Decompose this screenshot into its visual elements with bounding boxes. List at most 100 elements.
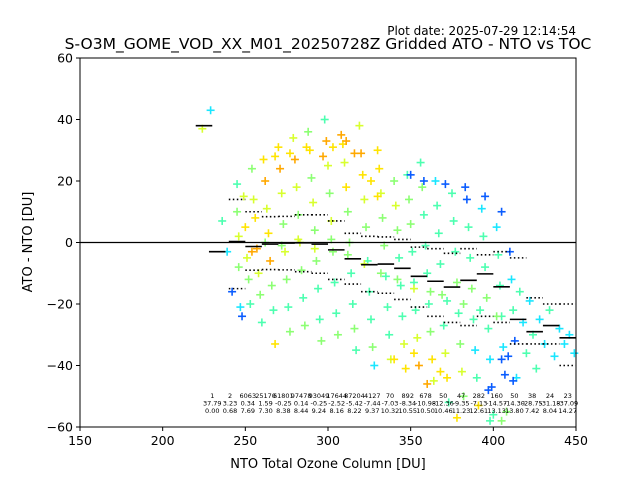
data-point (266, 256, 275, 265)
bin-stat-label: 10.32 (381, 407, 400, 415)
data-point (560, 339, 569, 348)
data-point (390, 177, 399, 185)
bin-stat-label: -31.18 (539, 399, 560, 407)
data-point (261, 177, 270, 185)
data-point (509, 376, 518, 385)
data-point (228, 287, 237, 296)
data-point (398, 312, 407, 321)
data-point (292, 183, 301, 192)
bin-stat-label: 8.22 (347, 407, 361, 415)
x-tick-label: 250 (233, 433, 257, 448)
data-point (355, 121, 364, 130)
data-point (337, 130, 346, 139)
bin-stat-label: 13.13 (487, 407, 506, 415)
data-point (343, 207, 352, 216)
bin-stat-label: 24 (546, 392, 554, 400)
data-point (332, 309, 341, 318)
data-point (366, 315, 375, 324)
bin-stat-label: 8.04 (543, 407, 557, 415)
data-point (376, 269, 385, 278)
data-point (309, 198, 318, 207)
bin-stat-label: 0.14 (294, 399, 308, 407)
data-point (489, 410, 498, 419)
data-point (342, 137, 351, 146)
data-point (424, 300, 433, 308)
data-point (274, 143, 283, 152)
data-point (319, 152, 328, 161)
data-point (269, 306, 278, 315)
data-point (481, 192, 490, 201)
data-point (479, 232, 488, 241)
data-point (322, 137, 331, 146)
data-point (285, 327, 294, 336)
x-axis-label: NTO Total Ozone Column [DU] (230, 457, 426, 472)
data-point (502, 407, 511, 416)
data-point (310, 244, 319, 253)
data-point (246, 300, 255, 308)
bin-statistics (195, 124, 576, 367)
bin-stat-label: 8.16 (329, 407, 343, 415)
bin-stat-label: -7.13 (470, 399, 487, 407)
bin-stat-label: -8.34 (399, 399, 416, 407)
data-point (408, 247, 417, 256)
data-point (477, 204, 486, 213)
data-point (461, 183, 470, 192)
data-point (297, 266, 306, 275)
data-point (390, 355, 399, 364)
bin-stat-label: 160 (490, 392, 502, 400)
y-tick-label: −60 (47, 420, 73, 435)
data-point (448, 189, 456, 198)
bin-stat-label: -12.36 (433, 399, 454, 407)
data-point (476, 306, 485, 315)
data-point (271, 339, 280, 348)
data-point (328, 247, 337, 256)
data-point (466, 253, 475, 262)
data-point (492, 223, 501, 232)
data-point (373, 192, 382, 201)
bin-stat-label: 8.44 (294, 407, 308, 415)
data-point (358, 170, 367, 179)
bin-stat-label: 61801 (273, 392, 294, 400)
y-tick-label: −40 (47, 358, 73, 373)
data-point (320, 115, 329, 124)
bin-stat-label: 0.00 (205, 407, 219, 415)
data-point (431, 177, 440, 185)
data-point (469, 315, 478, 324)
data-point (406, 220, 415, 229)
data-point (352, 346, 361, 355)
bin-stat-label: 1.59 (258, 399, 272, 407)
data-point (242, 253, 251, 262)
data-point (257, 318, 266, 327)
data-point (456, 339, 465, 348)
bin-stat-label: 7.69 (241, 407, 255, 415)
data-point (328, 143, 337, 152)
data-point (347, 269, 356, 278)
data-point (472, 373, 481, 382)
bin-stat-label: 12.61 (470, 407, 489, 415)
data-point (459, 300, 468, 308)
data-point (418, 183, 427, 192)
data-point (247, 247, 256, 256)
data-point (366, 177, 375, 185)
bin-stat-label: -37.09 (557, 399, 578, 407)
data-point (484, 386, 493, 395)
data-point (312, 256, 321, 265)
data-point (405, 195, 414, 204)
bin-stat-label: 9.24 (312, 407, 326, 415)
data-point (428, 355, 437, 364)
y-tick-label: 60 (57, 51, 73, 66)
data-point (360, 195, 369, 204)
data-point (436, 367, 445, 376)
bin-stat-label: 6063 (240, 392, 257, 400)
data-point (343, 250, 352, 259)
bin-stat-label: 11.23 (452, 407, 471, 415)
data-point (452, 413, 461, 422)
data-point (393, 226, 402, 235)
bin-stat-label: 3.23 (223, 399, 237, 407)
data-point (486, 355, 495, 364)
data-point (497, 207, 506, 216)
bin-stat-label: 70 (386, 392, 394, 400)
data-point (289, 133, 298, 142)
data-point (276, 164, 285, 173)
